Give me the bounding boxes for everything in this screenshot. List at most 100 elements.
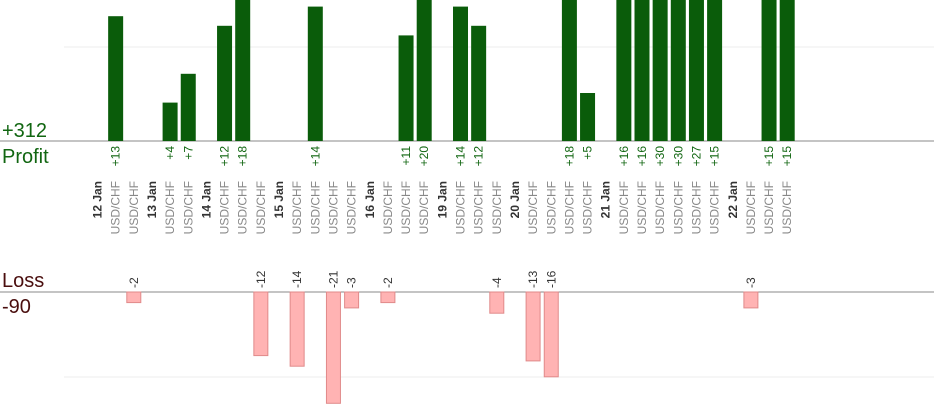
symbol-label: USD/CHF <box>762 181 776 234</box>
profit-value-label: +5 <box>581 146 595 160</box>
date-label: 19 Jan <box>435 181 449 218</box>
loss-value-label: -16 <box>544 270 558 288</box>
profit-value-label: +18 <box>562 146 576 167</box>
profit-value-label: +16 <box>617 146 631 167</box>
loss-bar <box>543 291 559 378</box>
profit-bar <box>235 0 251 142</box>
symbol-label: USD/CHF <box>581 181 595 234</box>
profit-bar <box>108 16 124 142</box>
symbol-label: USD/CHF <box>308 181 322 234</box>
date-label: 21 Jan <box>599 181 613 218</box>
loss-bar <box>743 291 759 309</box>
date-label: 13 Jan <box>145 181 159 218</box>
profit-value-label: +11 <box>399 146 413 166</box>
date-label: 15 Jan <box>272 181 286 218</box>
date-label: 14 Jan <box>199 181 213 218</box>
symbol-label: USD/CHF <box>399 181 413 234</box>
profit-bar <box>561 0 577 142</box>
loss-value-label: -2 <box>127 277 141 288</box>
symbol-label: USD/CHF <box>617 181 631 234</box>
symbol-label: USD/CHF <box>780 181 794 234</box>
symbol-label: USD/CHF <box>218 181 232 234</box>
loss-value-label: -14 <box>290 270 304 288</box>
symbol-label: USD/CHF <box>744 181 758 234</box>
profit-bar <box>416 0 432 141</box>
symbol-label: USD/CHF <box>381 181 395 234</box>
loss-total: -90 <box>2 296 31 318</box>
profit-bar <box>652 0 668 141</box>
profit-bar <box>453 6 468 141</box>
profit-value-label: +15 <box>762 146 776 167</box>
symbol-label: USD/CHF <box>490 181 504 234</box>
profit-value-label: +4 <box>163 146 177 160</box>
profit-bar <box>707 0 723 141</box>
profit-value-label: +12 <box>218 146 232 167</box>
symbol-label: USD/CHF <box>181 181 195 234</box>
symbol-label: USD/CHF <box>127 181 141 234</box>
symbol-label: USD/CHF <box>562 181 576 234</box>
symbol-label: USD/CHF <box>653 181 667 234</box>
symbol-label: USD/CHF <box>671 181 685 234</box>
symbol-label: USD/CHF <box>526 181 540 234</box>
symbol-label: USD/CHF <box>236 181 250 234</box>
date-label: 22 Jan <box>726 181 740 218</box>
symbol-label: USD/CHF <box>689 181 703 234</box>
profit-total: +312 <box>2 120 47 142</box>
profit-value-label: +7 <box>181 146 195 160</box>
profit-bar <box>634 0 650 142</box>
symbol-label: USD/CHF <box>454 181 468 234</box>
profit-value-label: +20 <box>417 146 431 167</box>
profit-bar <box>580 93 596 141</box>
profit-bar <box>761 0 777 141</box>
loss-bar <box>489 291 505 314</box>
loss-value-label: -4 <box>490 277 504 288</box>
loss-bar <box>344 291 360 309</box>
profit-bar <box>616 0 632 142</box>
profit-value-label: +27 <box>689 146 703 167</box>
profit-bar <box>471 25 487 141</box>
date-label: 20 Jan <box>508 181 522 218</box>
profit-bar <box>162 102 178 141</box>
profit-bar <box>670 0 686 141</box>
loss-value-label: -2 <box>381 277 395 288</box>
profit-value-label: +12 <box>472 146 486 167</box>
symbol-label: USD/CHF <box>708 181 722 234</box>
loss-value-label: -12 <box>254 270 268 288</box>
symbol-label: USD/CHF <box>635 181 649 234</box>
symbol-label: USD/CHF <box>345 181 359 234</box>
loss-bar <box>289 291 305 367</box>
loss-value-label: -3 <box>345 277 359 288</box>
date-label: 16 Jan <box>363 181 377 218</box>
profit-value-label: +15 <box>708 146 722 167</box>
symbol-label: USD/CHF <box>472 181 486 234</box>
symbol-label: USD/CHF <box>109 181 123 234</box>
symbol-label: USD/CHF <box>326 181 340 234</box>
profit-value-label: +14 <box>308 146 322 167</box>
symbol-label: USD/CHF <box>290 181 304 234</box>
loss-value-label: -21 <box>326 270 340 288</box>
symbol-label: USD/CHF <box>254 181 268 234</box>
profit-bar <box>217 25 233 141</box>
symbol-label: USD/CHF <box>417 181 431 234</box>
loss-value-label: -3 <box>744 277 758 288</box>
loss-label: Loss <box>2 270 44 292</box>
profit-value-label: +13 <box>109 146 123 167</box>
date-label: 12 Jan <box>91 181 105 218</box>
loss-bar <box>253 291 269 357</box>
profit-value-label: +15 <box>780 146 794 167</box>
profit-bar <box>307 6 323 141</box>
loss-bar <box>380 291 396 304</box>
profit-bar <box>398 35 414 141</box>
profit-bar <box>180 73 196 141</box>
profit-value-label: +14 <box>454 146 468 167</box>
loss-value-label: -13 <box>526 270 540 288</box>
profit-value-label: +18 <box>236 146 250 167</box>
symbol-label: USD/CHF <box>163 181 177 234</box>
loss-bar <box>525 291 541 362</box>
loss-bar <box>325 291 341 404</box>
profit-value-label: +30 <box>653 146 667 167</box>
profit-value-label: +30 <box>671 146 685 167</box>
profit-label: Profit <box>2 146 49 168</box>
profit-bar <box>779 0 795 141</box>
